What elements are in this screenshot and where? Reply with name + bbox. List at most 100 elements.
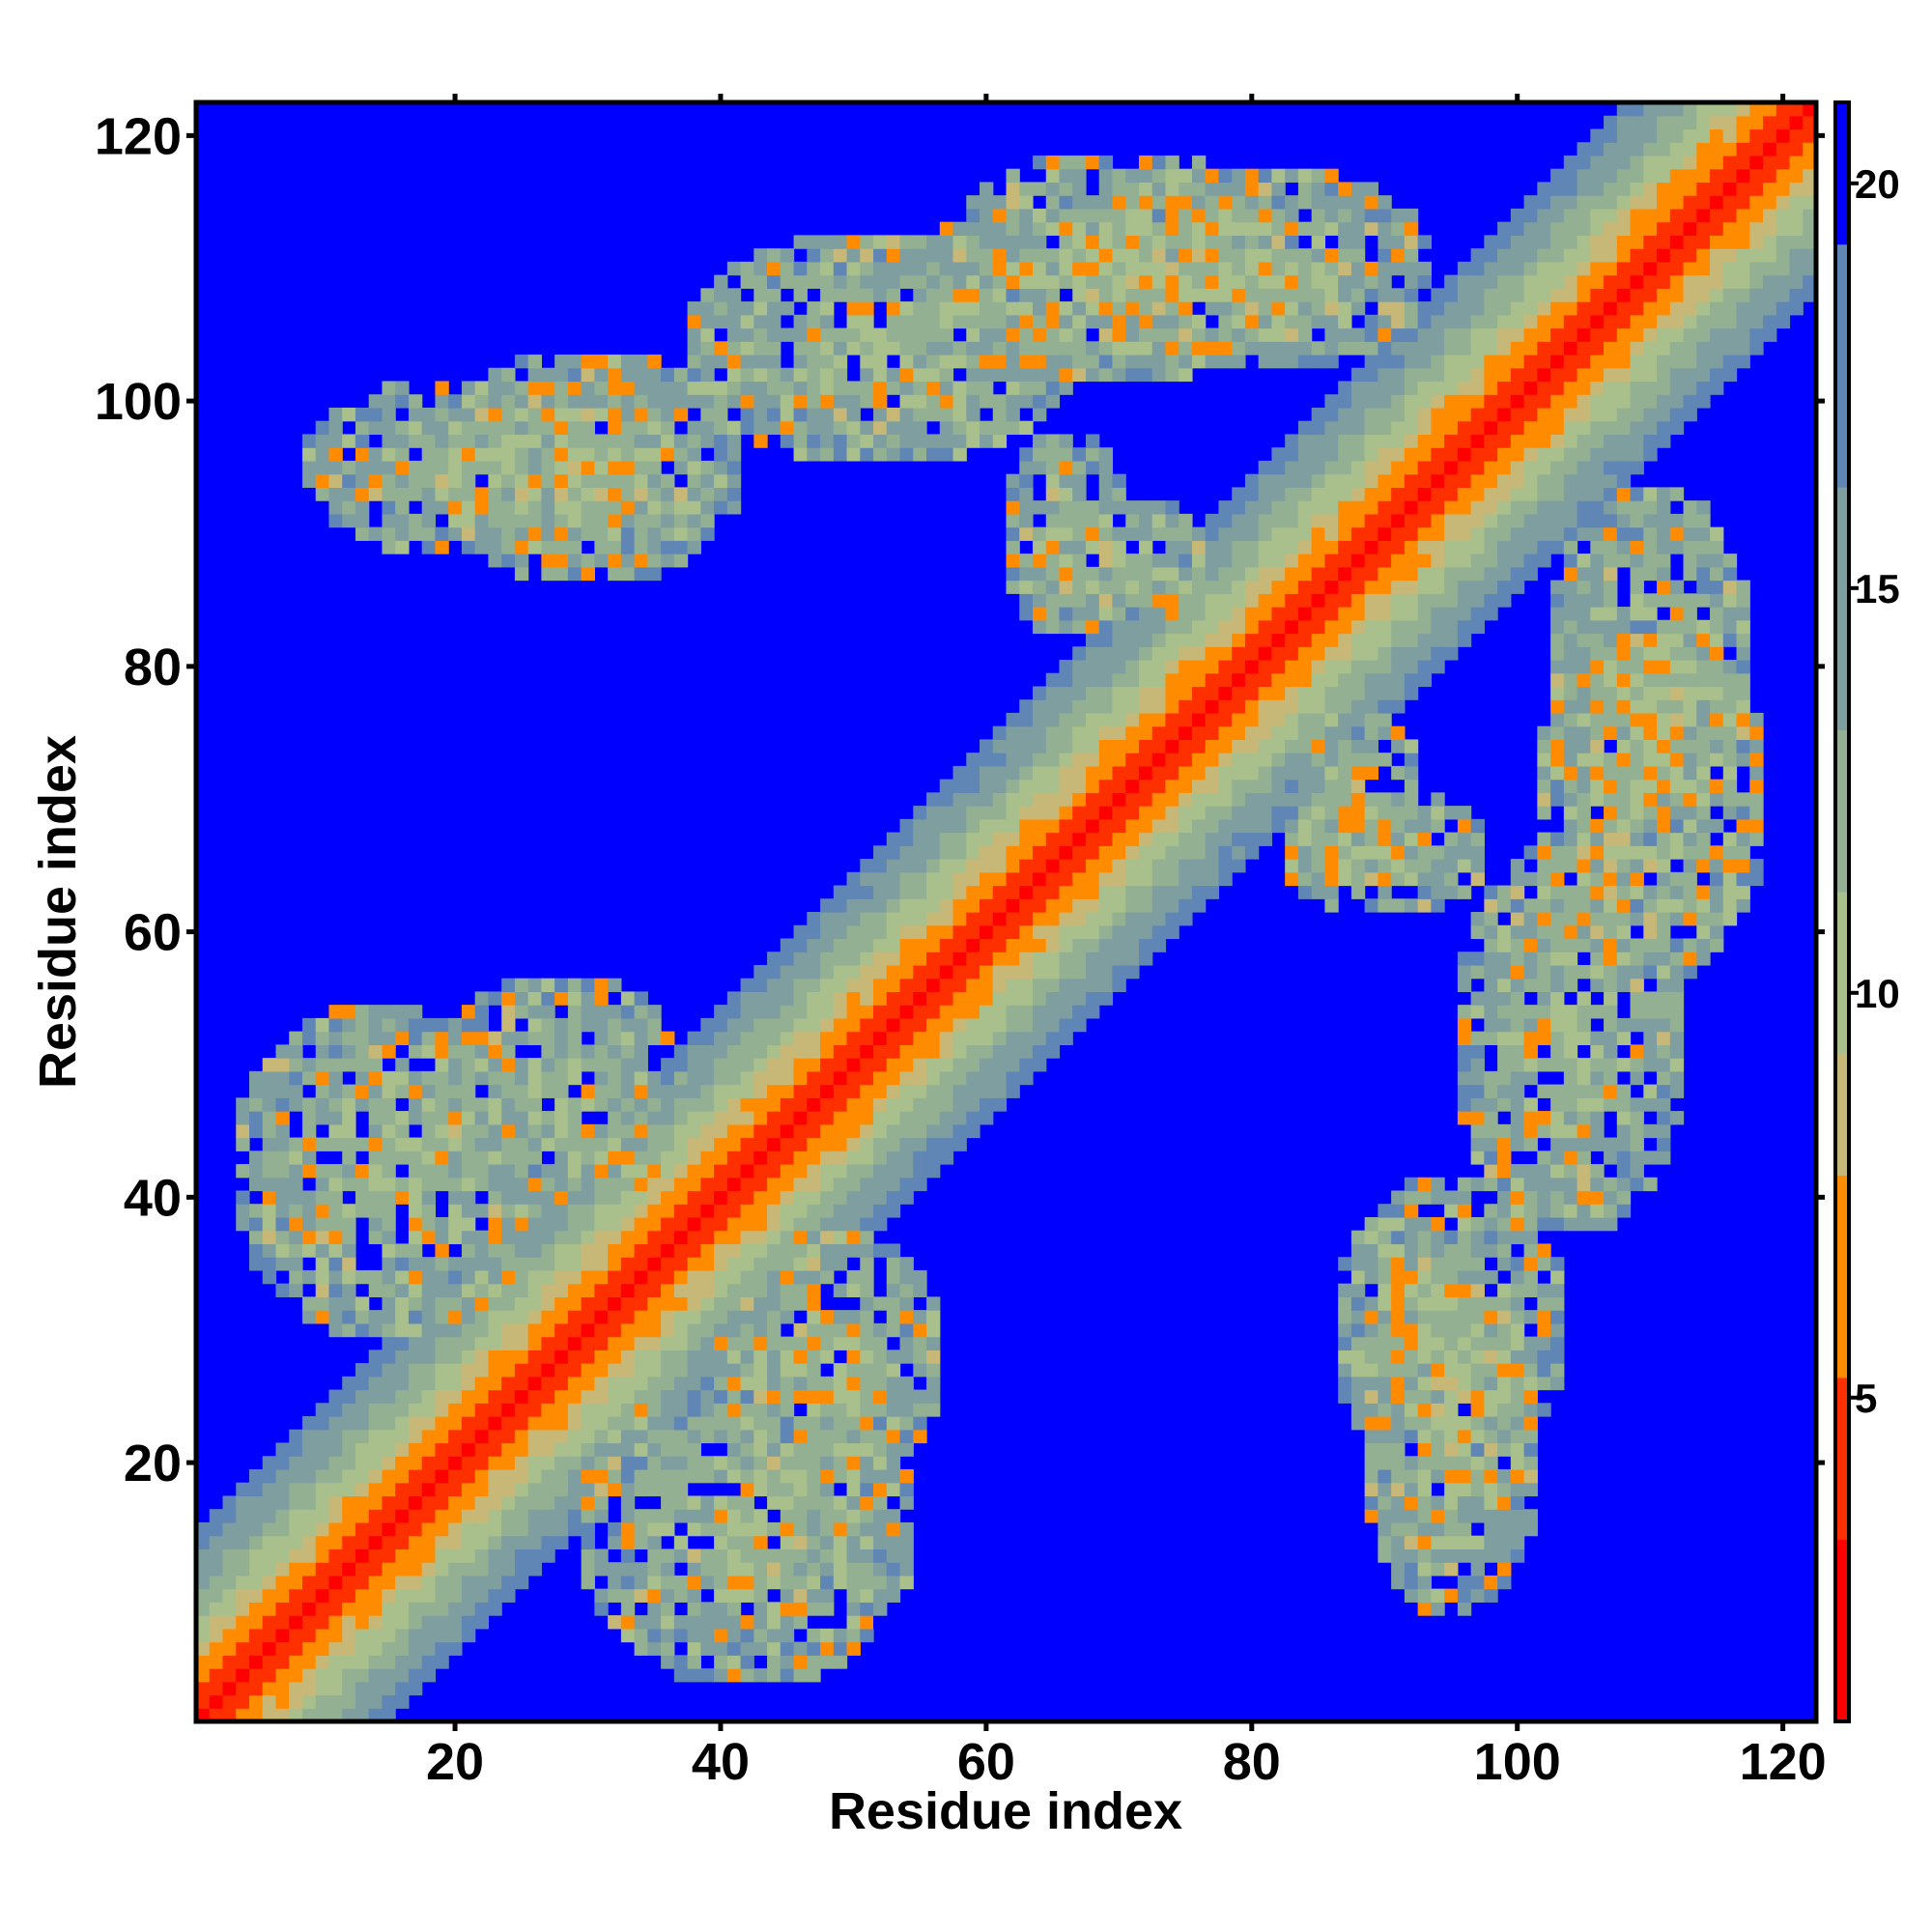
heatmap-cell xyxy=(673,1548,689,1563)
heatmap-cell xyxy=(793,314,808,329)
heatmap-cell xyxy=(1285,274,1299,289)
heatmap-cell xyxy=(315,1190,330,1205)
heatmap-cell xyxy=(1271,818,1286,834)
heatmap-cell xyxy=(448,1216,463,1232)
heatmap-cell xyxy=(368,1615,384,1630)
heatmap-cell xyxy=(1232,274,1246,289)
heatmap-cell xyxy=(1098,845,1114,860)
heatmap-cell xyxy=(873,394,888,409)
heatmap-cell xyxy=(567,1031,582,1045)
heatmap-cell xyxy=(368,1641,384,1656)
heatmap-cell xyxy=(661,1190,675,1205)
heatmap-cell xyxy=(1350,885,1366,899)
heatmap-cell xyxy=(767,420,781,436)
heatmap-cell xyxy=(1378,1363,1392,1378)
heatmap-cell xyxy=(594,1482,609,1497)
heatmap-cell xyxy=(753,1641,768,1656)
heatmap-cell xyxy=(926,978,941,993)
heatmap-cell xyxy=(474,1403,490,1417)
heatmap-cell xyxy=(807,1070,821,1086)
heatmap-cell xyxy=(833,1190,848,1205)
heatmap-cell xyxy=(1324,753,1339,767)
heatmap-cell xyxy=(913,1111,927,1125)
heatmap-cell xyxy=(435,1588,449,1603)
heatmap-cell xyxy=(1271,739,1286,753)
heatmap-cell xyxy=(567,1322,582,1338)
heatmap-cell xyxy=(382,1416,396,1431)
heatmap-cell xyxy=(886,1521,901,1537)
heatmap-cell xyxy=(1112,367,1126,383)
heatmap-cell xyxy=(289,1429,303,1444)
heatmap-cell xyxy=(1138,739,1153,753)
heatmap-cell xyxy=(1125,646,1140,661)
heatmap-cell xyxy=(913,407,927,422)
heatmap-cell xyxy=(382,1548,396,1563)
heatmap-cell xyxy=(620,1084,636,1098)
heatmap-cell xyxy=(714,1296,728,1311)
heatmap-cell xyxy=(1378,753,1392,767)
heatmap-cell xyxy=(275,1084,290,1098)
heatmap-cell xyxy=(262,1111,277,1125)
heatmap-cell xyxy=(753,341,768,355)
heatmap-cell xyxy=(647,1084,662,1098)
heatmap-cell xyxy=(1125,367,1140,383)
heatmap-cell xyxy=(382,1283,396,1297)
heatmap-cell xyxy=(541,381,555,395)
heatmap-cell xyxy=(1138,155,1153,170)
heatmap-cell xyxy=(474,1283,490,1297)
heatmap-cell xyxy=(620,554,636,568)
heatmap-cell xyxy=(753,420,768,436)
heatmap-cell xyxy=(1338,1350,1352,1364)
heatmap-cell xyxy=(262,1681,277,1696)
heatmap-cell xyxy=(913,1336,927,1350)
heatmap-cell xyxy=(740,1442,754,1457)
heatmap-cell xyxy=(408,1190,423,1205)
heatmap-cell xyxy=(501,1350,516,1364)
heatmap-cell xyxy=(382,1588,396,1603)
heatmap-cell xyxy=(1165,792,1179,807)
heatmap-cell xyxy=(435,1177,449,1192)
heatmap-cell xyxy=(527,1257,542,1271)
heatmap-cell xyxy=(514,566,529,582)
heatmap-cell xyxy=(873,885,888,899)
heatmap-cell xyxy=(1151,646,1167,661)
heatmap-cell xyxy=(1072,327,1087,342)
heatmap-cell xyxy=(488,1031,502,1045)
heatmap-cell xyxy=(820,952,835,966)
heatmap-cell xyxy=(448,526,463,541)
heatmap-cell xyxy=(222,1575,237,1590)
heatmap-cell xyxy=(1072,460,1087,475)
heatmap-cell xyxy=(767,341,781,355)
heatmap-cell xyxy=(594,1084,609,1098)
heatmap-cell xyxy=(1151,168,1167,184)
heatmap-cell xyxy=(767,1190,781,1205)
heatmap-cell xyxy=(700,1070,715,1086)
heatmap-cell xyxy=(992,1005,1008,1019)
heatmap-cell xyxy=(594,1322,609,1338)
heatmap-cell xyxy=(1205,712,1220,727)
heatmap-cell xyxy=(740,1456,754,1470)
heatmap-cell xyxy=(913,1044,927,1059)
heatmap-cell xyxy=(661,1641,675,1656)
heatmap-cell xyxy=(980,1058,994,1072)
heatmap-cell xyxy=(820,420,835,436)
heatmap-cell xyxy=(328,473,343,488)
heatmap-cell xyxy=(514,1137,529,1151)
heatmap-cell xyxy=(1338,1376,1352,1391)
heatmap-cell xyxy=(355,1296,370,1311)
heatmap-cell xyxy=(1112,619,1126,635)
heatmap-cell xyxy=(767,1257,781,1271)
heatmap-cell xyxy=(461,1336,476,1350)
heatmap-cell xyxy=(1085,593,1100,608)
heatmap-cell xyxy=(275,1283,290,1297)
heatmap-cell xyxy=(527,1005,542,1019)
heatmap-cell xyxy=(236,1216,250,1232)
heatmap-cell xyxy=(1098,540,1114,554)
heatmap-cell xyxy=(289,1269,303,1285)
heatmap-cell xyxy=(647,1363,662,1378)
heatmap-cell xyxy=(926,1310,941,1324)
heatmap-cell xyxy=(421,1641,437,1656)
heatmap-cell xyxy=(1059,619,1073,635)
heatmap-cell xyxy=(620,1575,636,1590)
heatmap-cell xyxy=(1085,540,1100,554)
